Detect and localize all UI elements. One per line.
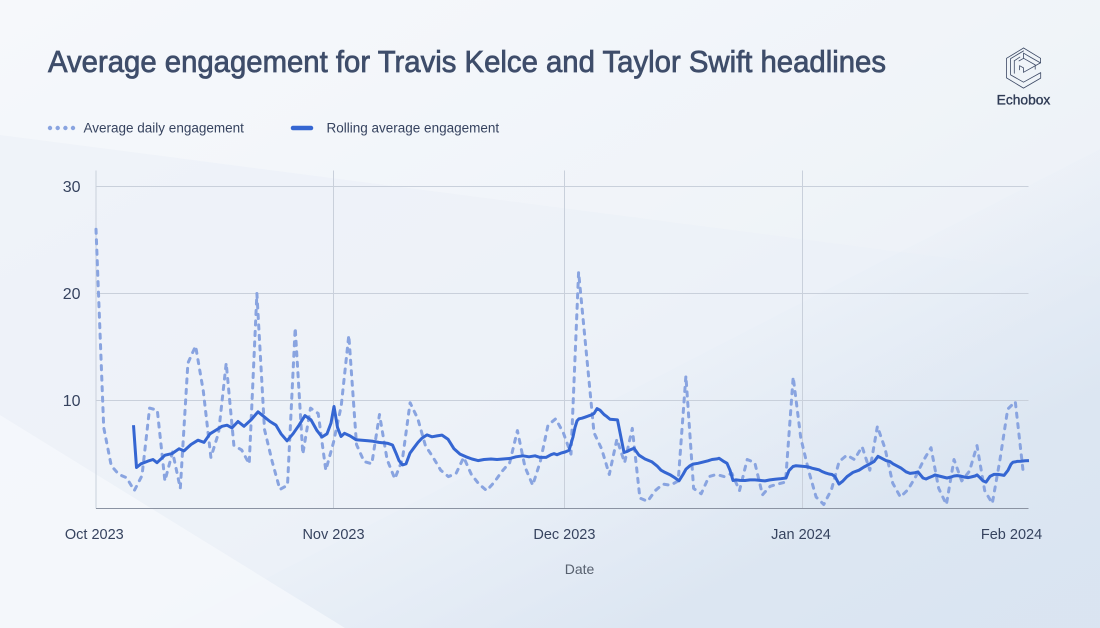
svg-text:Oct 2023: Oct 2023 — [65, 527, 124, 543]
svg-text:Average daily engagement: Average daily engagement — [84, 120, 245, 135]
svg-text:20: 20 — [63, 286, 81, 303]
svg-text:Feb 2024: Feb 2024 — [981, 527, 1042, 543]
svg-text:Rolling average engagement: Rolling average engagement — [327, 120, 500, 135]
svg-text:Date: Date — [565, 561, 595, 577]
svg-text:Dec 2023: Dec 2023 — [533, 527, 595, 543]
svg-text:30: 30 — [63, 179, 81, 196]
svg-text:10: 10 — [63, 393, 81, 410]
svg-text:Jan 2024: Jan 2024 — [771, 527, 831, 543]
svg-text:Nov 2023: Nov 2023 — [302, 527, 364, 543]
svg-text:Average engagement for Travis: Average engagement for Travis Kelce and … — [48, 45, 886, 79]
svg-text:Echobox: Echobox — [997, 93, 1051, 108]
